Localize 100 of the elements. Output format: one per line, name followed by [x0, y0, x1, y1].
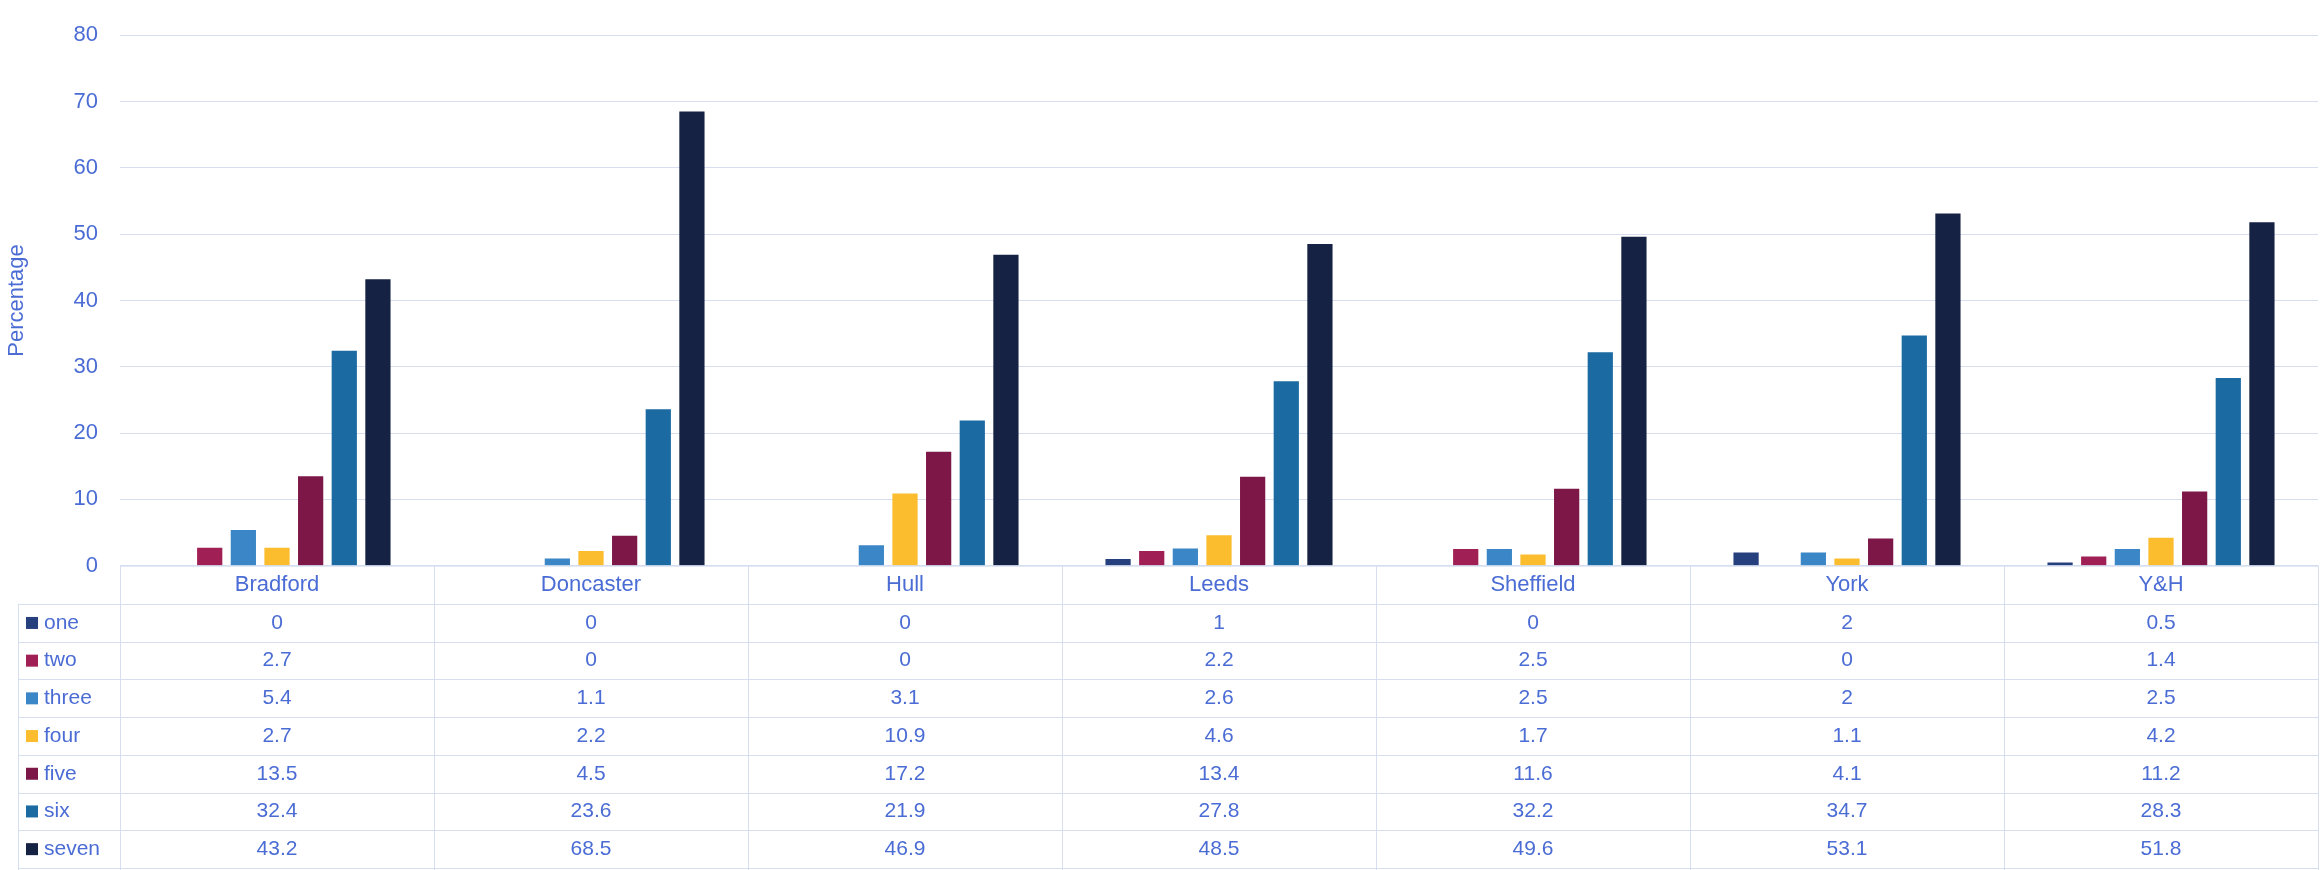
bar	[1587, 352, 1613, 566]
bar	[993, 254, 1019, 566]
data-label: 49.6	[1512, 835, 1554, 859]
legend-label: six	[44, 798, 71, 822]
data-label: 1.1	[1832, 722, 1862, 746]
bar	[645, 409, 671, 566]
y-tick-label: 70	[73, 87, 98, 113]
x-tick-label: Doncaster	[540, 570, 642, 596]
bar	[264, 547, 290, 566]
data-label: 5.4	[262, 685, 292, 709]
y-tick-label: 40	[73, 286, 98, 312]
data-label: 4.1	[1832, 760, 1862, 784]
data-label: 2.5	[1518, 647, 1548, 671]
data-label: 2.2	[576, 722, 606, 746]
data-label: 1.1	[576, 685, 606, 709]
data-label: 4.6	[1204, 722, 1234, 746]
bar	[2114, 549, 2140, 566]
data-label: 46.9	[884, 835, 926, 859]
data-label: 4.2	[2146, 722, 2176, 746]
data-label: 2.7	[262, 722, 292, 746]
bar	[679, 111, 705, 566]
bar	[544, 558, 570, 566]
data-label: 0	[585, 609, 597, 633]
bar	[612, 535, 638, 566]
legend-label: two	[44, 647, 77, 671]
data-label: 0	[899, 609, 911, 633]
y-tick-label: 50	[73, 220, 98, 246]
data-label: 53.1	[1826, 835, 1868, 859]
y-tick-label: 20	[73, 419, 98, 445]
bar	[1105, 559, 1131, 566]
data-label: 2.5	[1518, 685, 1548, 709]
bar	[1733, 552, 1759, 566]
data-label: 27.8	[1198, 798, 1240, 822]
bar	[2047, 562, 2073, 566]
data-label: 3.1	[890, 685, 920, 709]
data-label: 1.4	[2146, 647, 2176, 671]
y-axis-title: Percentage	[3, 244, 29, 357]
data-label: 10.9	[884, 722, 926, 746]
bar	[1453, 549, 1479, 566]
bar	[1307, 244, 1333, 566]
x-tick-label: Sheffield	[1490, 570, 1576, 596]
bar	[2249, 222, 2275, 566]
data-label: 2.5	[2146, 685, 2176, 709]
data-label: 21.9	[884, 798, 926, 822]
bar	[1554, 488, 1580, 566]
data-label: 0.5	[2146, 609, 2176, 633]
data-label: 48.5	[1198, 835, 1240, 859]
y-tick-label: 10	[73, 485, 98, 511]
data-label: 43.2	[256, 835, 298, 859]
data-label: 1.7	[1518, 722, 1548, 746]
data-label: 0	[585, 647, 597, 671]
data-label: 13.4	[1198, 760, 1240, 784]
bar	[1206, 535, 1232, 566]
bar	[1273, 381, 1299, 566]
data-label: 17.2	[884, 760, 926, 784]
bar	[2182, 491, 2208, 566]
data-label: 0	[1841, 647, 1853, 671]
y-tick-label: 0	[85, 551, 98, 577]
bar	[1868, 538, 1894, 566]
y-tick-label: 80	[73, 21, 98, 47]
data-label: 13.5	[256, 760, 298, 784]
bar	[1621, 236, 1647, 566]
legend-label: three	[44, 685, 92, 709]
data-label: 0	[271, 609, 283, 633]
data-label: 11.2	[2141, 760, 2181, 784]
bar	[1139, 551, 1165, 566]
data-label: 2.6	[1204, 685, 1234, 709]
bar	[892, 493, 918, 566]
bar	[1172, 548, 1198, 566]
bar	[858, 545, 884, 566]
bar	[298, 476, 324, 566]
data-label: 32.4	[256, 798, 298, 822]
bar	[365, 279, 391, 566]
data-label: 28.3	[2140, 798, 2182, 822]
bar	[959, 420, 985, 566]
x-tick-label: Leeds	[1189, 570, 1249, 596]
data-label: 0	[899, 647, 911, 671]
bar	[197, 547, 223, 566]
bar	[2148, 537, 2174, 566]
data-label: 4.5	[576, 760, 606, 784]
data-label: 51.8	[2140, 835, 2182, 859]
x-tick-label: Bradford	[234, 570, 320, 596]
data-label: 0	[1527, 609, 1539, 633]
y-tick-label: 30	[73, 352, 98, 378]
bar	[2081, 556, 2107, 566]
bar	[926, 451, 952, 566]
bar	[1935, 213, 1961, 566]
bar	[1520, 554, 1546, 566]
bar	[331, 350, 357, 566]
bar	[2215, 378, 2241, 566]
data-label: 23.6	[570, 798, 612, 822]
bar	[1240, 476, 1266, 566]
bar	[1800, 552, 1826, 566]
x-tick-label: Y&H	[2138, 570, 2184, 596]
legend-label: seven	[44, 835, 101, 859]
bar	[230, 529, 256, 566]
x-tick-label: York	[1825, 570, 1870, 596]
legend-label: four	[44, 722, 81, 746]
data-label: 2.2	[1204, 647, 1234, 671]
bar	[1901, 335, 1927, 566]
